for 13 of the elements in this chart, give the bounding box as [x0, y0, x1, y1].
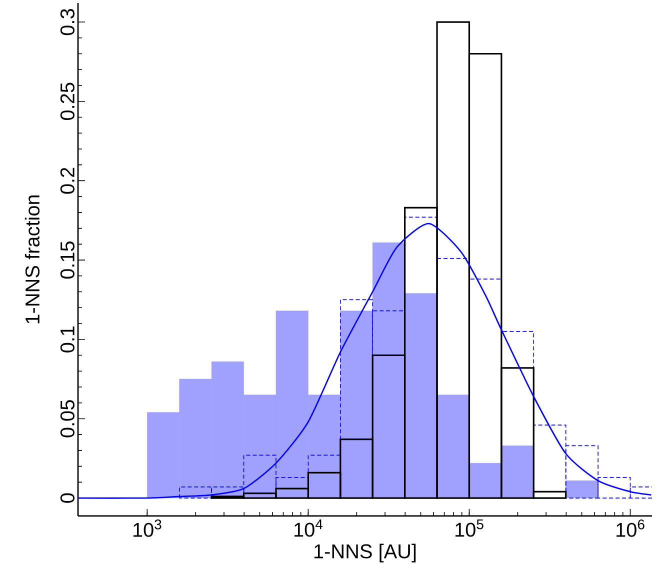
x-tick-label: 10$^{4}$ [294, 520, 322, 537]
x-tick-label: 10$^{6}$ [616, 519, 644, 537]
x-axis-title: 1-NNS [AU] [314, 544, 416, 562]
y-tick-label: 0.25 [60, 82, 74, 120]
y-tick-label: 0.05 [60, 400, 74, 438]
x-tick-label: 10$^{5}$ [456, 520, 484, 537]
y-tick-label: 0 [60, 493, 74, 503]
y-tick-label: 0.15 [60, 241, 74, 279]
y-axis-title: 1-NNS fraction [24, 195, 40, 324]
y-tick-label: 0.3 [60, 9, 74, 36]
y-tick-label: 0.2 [60, 168, 74, 194]
x-tick-label: 10$^{3}$ [133, 519, 162, 537]
y-tick-label: 0.1 [60, 326, 74, 352]
